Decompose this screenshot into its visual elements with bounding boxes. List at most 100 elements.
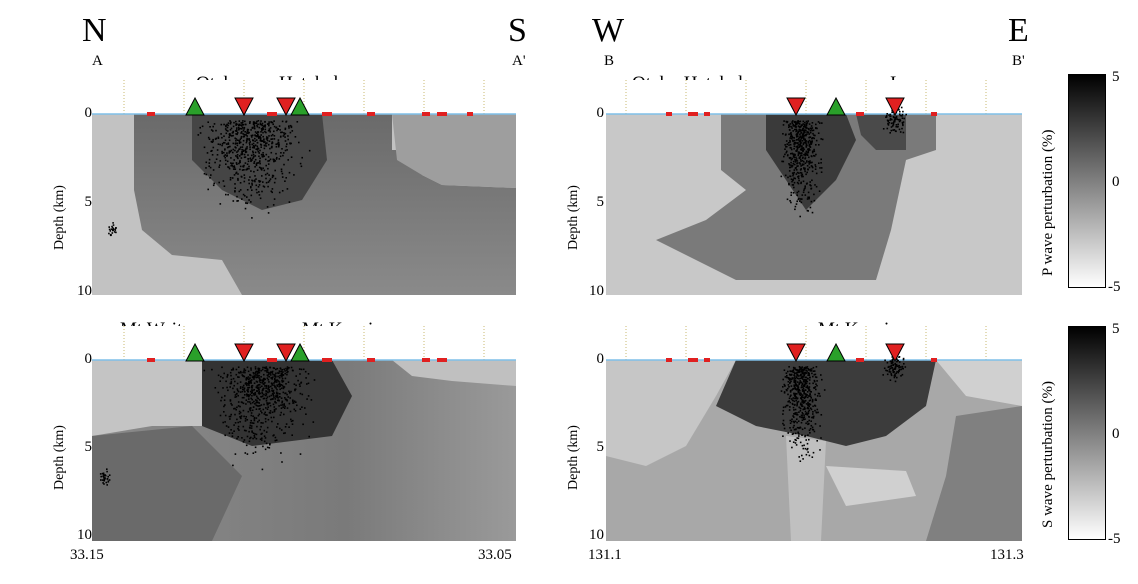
hypocenter-dot — [806, 380, 809, 383]
hypocenter-dot — [886, 127, 889, 130]
hypocenter-dot — [796, 402, 799, 404]
hypocenter-dot — [269, 127, 272, 129]
hypocenter-dot — [247, 154, 249, 156]
hypocenter-dot — [281, 379, 283, 382]
hypocenter-dot — [288, 127, 290, 129]
hypocenter-dot — [261, 140, 264, 142]
hypocenter-dot — [811, 416, 813, 419]
hypocenter-dot — [899, 131, 902, 133]
hypocenter-dot — [796, 377, 799, 380]
hypocenter-dot — [255, 373, 257, 376]
hypocenter-dot — [810, 188, 812, 190]
hypocenter-dot — [245, 151, 248, 153]
hypocenter-dot — [235, 138, 238, 140]
hypocenter-dot — [897, 125, 899, 128]
hypocenter-dot — [208, 162, 211, 164]
hypocenter-dot — [264, 128, 267, 131]
hypocenter-dot — [265, 384, 268, 387]
station-marker — [367, 112, 375, 116]
hypocenter-dot — [253, 378, 255, 380]
hypocenter-dot — [815, 185, 818, 188]
hypocenter-dot — [209, 177, 211, 179]
hypocenter-dot — [265, 367, 268, 370]
y-tick-0: 0 — [84, 351, 93, 367]
hypocenter-dot — [890, 364, 893, 367]
hypocenter-dot — [239, 146, 242, 149]
hypocenter-dot — [227, 193, 229, 196]
hypocenter-dot — [308, 149, 311, 152]
hypocenter-dot — [901, 127, 903, 130]
hypocenter-dot — [237, 179, 239, 181]
hypocenter-dot — [269, 443, 271, 446]
hypocenter-dot — [259, 149, 261, 152]
hypocenter-dot — [794, 442, 797, 444]
hypocenter-dot — [902, 358, 905, 361]
hypocenter-dot — [274, 439, 277, 442]
hypocenter-dot — [798, 123, 801, 125]
hypocenter-dot — [234, 453, 237, 455]
hypocenter-dot — [243, 180, 246, 183]
hypocenter-dot — [268, 174, 270, 176]
hypocenter-dot — [792, 371, 794, 373]
hypocenter-dot — [251, 146, 254, 149]
hypocenter-dot — [810, 397, 812, 399]
hypocenter-dot — [241, 151, 243, 154]
hypocenter-dot — [284, 432, 286, 434]
hypocenter-dot — [792, 397, 795, 399]
hypocenter-dot — [796, 191, 799, 194]
hypocenter-dot — [279, 414, 282, 416]
hypocenter-dot — [789, 427, 791, 429]
hypocenter-dot — [279, 375, 281, 377]
hypocenter-dot — [805, 120, 808, 123]
hypocenter-dot — [211, 141, 214, 143]
hypocenter-dot — [811, 170, 814, 173]
hypocenter-dot — [794, 128, 796, 131]
hypocenter-dot — [804, 162, 807, 164]
hypocenter-dot — [247, 394, 249, 397]
hypocenter-dot — [235, 172, 237, 175]
hypocenter-dot — [281, 400, 284, 403]
hypocenter-dot — [799, 129, 802, 131]
hypocenter-dot — [819, 167, 821, 169]
hypocenter-dot — [805, 129, 807, 132]
hypocenter-dot — [791, 157, 794, 160]
hypocenter-dot — [271, 133, 274, 136]
hypocenter-dot — [814, 393, 816, 396]
hypocenter-dot — [810, 165, 813, 167]
hypocenter-dot — [237, 427, 239, 430]
hypocenter-dot — [242, 409, 245, 412]
hypocenter-dot — [898, 356, 901, 358]
hypocenter-dot — [248, 381, 251, 384]
hypocenter-dot — [262, 185, 265, 187]
hypocenter-dot — [245, 382, 247, 384]
hypocenter-dot — [788, 183, 790, 186]
hypocenter-dot — [283, 368, 285, 371]
hypocenter-dot — [815, 139, 818, 142]
hypocenter-dot — [804, 170, 806, 173]
hypocenter-dot — [266, 368, 269, 371]
hypocenter-dot — [815, 127, 817, 129]
y-tick-5: 5 — [596, 194, 605, 210]
hypocenter-dot — [883, 367, 886, 370]
hypocenter-dot — [807, 191, 810, 194]
hypocenter-dot — [783, 383, 786, 386]
hypocenter-dot — [250, 160, 252, 162]
hypocenter-dot — [265, 397, 268, 400]
hypocenter-dot — [808, 429, 811, 432]
hypocenter-dot — [250, 185, 252, 188]
hypocenter-dot — [803, 384, 805, 387]
hypocenter-dot — [815, 399, 817, 401]
hypocenter-dot — [272, 394, 275, 397]
hypocenter-dot — [288, 125, 290, 127]
hypocenter-dot — [239, 141, 242, 144]
hypocenter-dot — [809, 407, 812, 409]
hypocenter-dot — [274, 376, 277, 378]
hypocenter-dot — [267, 371, 270, 374]
hypocenter-dot — [803, 188, 806, 190]
hypocenter-dot — [788, 366, 790, 368]
hypocenter-dot — [253, 373, 255, 375]
hypocenter-dot — [792, 369, 795, 371]
hypocenter-dot — [304, 407, 306, 409]
hypocenter-dot — [813, 370, 816, 372]
hypocenter-dot — [103, 478, 105, 481]
